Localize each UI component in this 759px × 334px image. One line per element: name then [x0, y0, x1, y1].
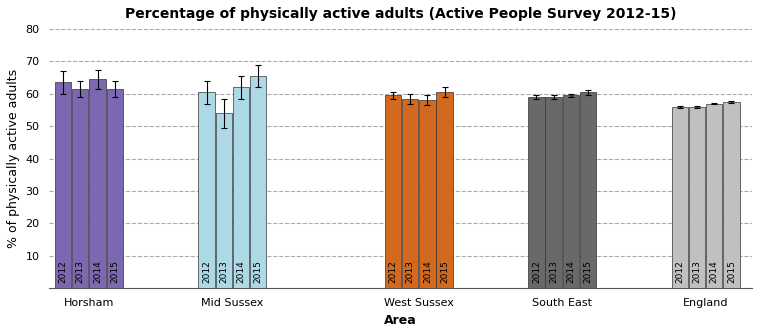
Text: 2015: 2015 — [584, 260, 593, 283]
Text: 2015: 2015 — [254, 260, 263, 283]
Bar — [106, 89, 123, 288]
Text: 2014: 2014 — [237, 261, 245, 283]
Bar — [250, 76, 266, 288]
Bar — [72, 89, 89, 288]
Bar — [562, 96, 579, 288]
Text: 2014: 2014 — [566, 261, 575, 283]
Text: 2012: 2012 — [58, 261, 68, 283]
Text: 2014: 2014 — [423, 261, 432, 283]
Bar — [385, 96, 402, 288]
Bar — [90, 79, 106, 288]
Text: 2015: 2015 — [727, 260, 736, 283]
Bar — [233, 87, 249, 288]
Bar — [436, 92, 453, 288]
Text: 2013: 2013 — [692, 260, 701, 283]
Bar — [216, 113, 232, 288]
Bar — [706, 104, 723, 288]
Text: 2013: 2013 — [405, 260, 414, 283]
Text: 2013: 2013 — [549, 260, 558, 283]
Text: 2014: 2014 — [93, 261, 102, 283]
Text: 2012: 2012 — [532, 261, 541, 283]
Title: Percentage of physically active adults (Active People Survey 2012-15): Percentage of physically active adults (… — [125, 7, 676, 21]
Bar — [419, 100, 436, 288]
Text: 2013: 2013 — [219, 260, 228, 283]
Bar — [55, 82, 71, 288]
Text: 2012: 2012 — [202, 261, 211, 283]
Bar — [672, 107, 688, 288]
Bar — [689, 107, 705, 288]
Bar — [402, 99, 418, 288]
Text: 2015: 2015 — [110, 260, 119, 283]
Bar — [723, 102, 739, 288]
X-axis label: Area: Area — [384, 314, 417, 327]
Y-axis label: % of physically active adults: % of physically active adults — [7, 69, 20, 248]
Bar — [198, 92, 215, 288]
Text: 2014: 2014 — [710, 261, 719, 283]
Text: 2013: 2013 — [76, 260, 85, 283]
Bar — [580, 92, 596, 288]
Text: 2015: 2015 — [440, 260, 449, 283]
Text: 2012: 2012 — [389, 261, 398, 283]
Bar — [528, 97, 544, 288]
Text: 2012: 2012 — [676, 261, 685, 283]
Bar — [546, 97, 562, 288]
